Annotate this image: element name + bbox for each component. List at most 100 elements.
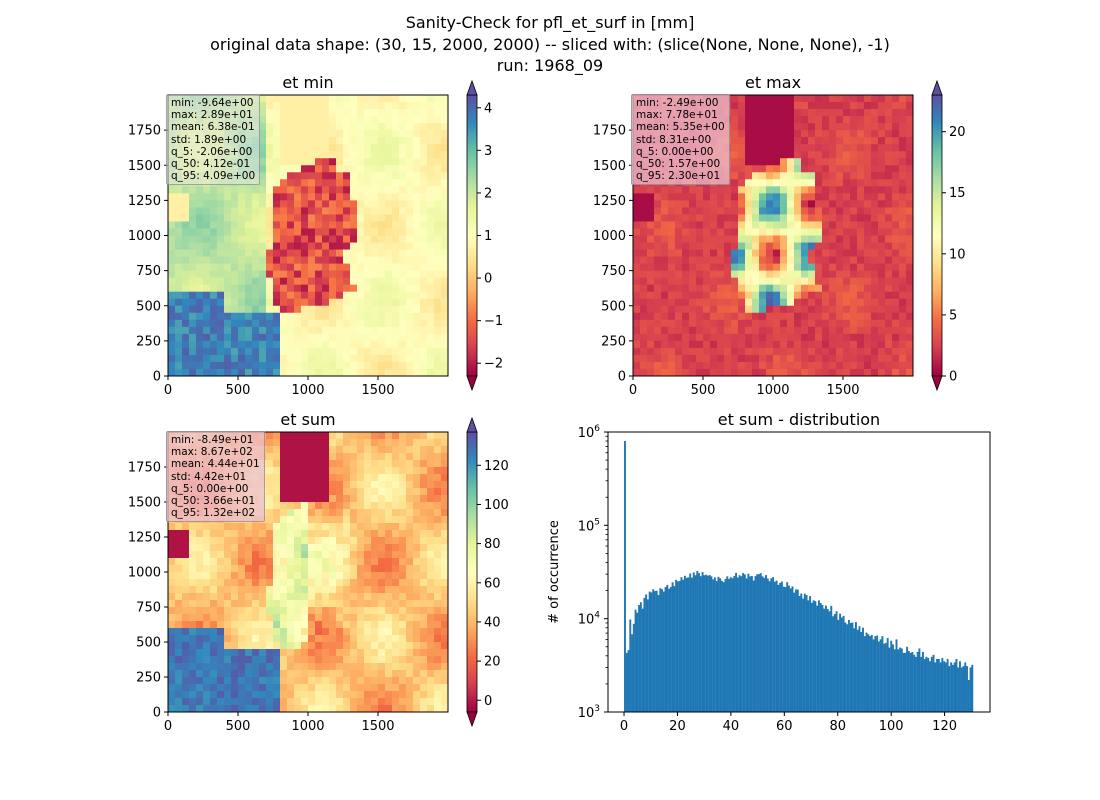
heatmap-cell <box>654 312 662 321</box>
heatmap-cell <box>406 102 414 110</box>
heatmap-cell <box>441 116 449 124</box>
heatmap-cell <box>850 116 858 124</box>
heatmap-cell <box>710 312 718 321</box>
heatmap-cell <box>668 256 676 265</box>
heatmap-cell <box>280 439 288 447</box>
heatmap-cell <box>899 186 907 194</box>
heatmap-cell <box>822 228 830 236</box>
heatmap-cell <box>273 242 281 250</box>
heatmap-cell <box>182 298 190 307</box>
heatmap-cell <box>196 214 204 222</box>
heatmap-cell <box>357 453 365 461</box>
heatmap-cell <box>294 509 302 517</box>
heatmap-cell <box>752 368 760 377</box>
heatmap-cell <box>280 621 288 629</box>
heatmap-cell <box>175 368 183 377</box>
heatmap-cell <box>906 228 914 236</box>
heatmap-cell <box>441 193 449 201</box>
heatmap-cell <box>301 474 309 482</box>
heatmap-cell <box>175 537 183 545</box>
heatmap-cell <box>203 698 211 706</box>
heatmap-cell <box>287 361 295 370</box>
heatmap-cell <box>427 298 435 307</box>
heatmap-cell <box>766 214 774 222</box>
heatmap-cell <box>238 221 246 229</box>
heatmap-cell <box>434 214 442 222</box>
heatmap-cell <box>371 698 379 706</box>
heatmap-cell <box>441 705 449 713</box>
heatmap-cell <box>836 347 844 356</box>
heatmap-cell <box>252 530 260 538</box>
heatmap-cell <box>392 670 400 678</box>
heatmap-cell <box>759 354 767 363</box>
heatmap-cell <box>703 228 711 236</box>
heatmap-cell <box>717 291 725 300</box>
heatmap-cell <box>364 333 372 342</box>
heatmap-cell <box>371 242 379 250</box>
heatmap-cell <box>829 123 837 131</box>
heatmap-cell <box>420 102 428 110</box>
heatmap-cell <box>420 193 428 201</box>
heatmap-cell <box>675 298 683 307</box>
heatmap-cell <box>759 305 767 314</box>
heatmap-cell <box>434 102 442 110</box>
heatmap-cell <box>703 333 711 342</box>
heatmap-cell <box>336 558 344 566</box>
heatmap-cell <box>892 200 900 208</box>
heatmap-cell <box>168 193 176 201</box>
heatmap-cell <box>371 488 379 496</box>
heatmap-cell <box>682 368 690 377</box>
heatmap-cell <box>308 102 316 110</box>
heatmap-cell <box>217 705 225 713</box>
heatmap-cell <box>196 235 204 243</box>
heatmap-cell <box>724 221 732 229</box>
heatmap-cell <box>427 593 435 601</box>
heatmap-cell <box>682 221 690 229</box>
heatmap-cell <box>259 221 267 229</box>
heatmap-cell <box>273 368 281 377</box>
heatmap-cell <box>731 207 739 215</box>
heatmap-cell <box>801 305 809 314</box>
heatmap-cell <box>364 312 372 321</box>
heatmap-cell <box>280 326 288 335</box>
heatmap-cell <box>406 221 414 229</box>
x-tick-label: 1000 <box>291 383 324 398</box>
heatmap-cell <box>385 179 393 187</box>
heatmap-cell <box>647 340 655 349</box>
heatmap-cell <box>280 642 288 650</box>
heatmap-cell <box>280 95 288 103</box>
heatmap-cell <box>252 207 260 215</box>
colorbar-tick-label: 20 <box>949 125 966 140</box>
heatmap-cell <box>189 312 197 321</box>
heatmap-cell <box>238 291 246 300</box>
heatmap-cell <box>406 593 414 601</box>
heatmap-cell <box>252 291 260 300</box>
heatmap-cell <box>892 340 900 349</box>
heatmap-cell <box>836 144 844 152</box>
heatmap-cell <box>689 298 697 307</box>
heatmap-cell <box>392 705 400 713</box>
heatmap-cell <box>738 116 746 124</box>
heatmap-cell <box>885 109 893 117</box>
heatmap-cell <box>850 298 858 307</box>
heatmap-cell <box>329 502 337 510</box>
heatmap-cell <box>399 277 407 286</box>
heatmap-cell <box>766 102 774 110</box>
heatmap-cell <box>899 312 907 321</box>
heatmap-cell <box>773 319 781 328</box>
heatmap-cell <box>329 705 337 713</box>
heatmap-cell <box>773 249 781 257</box>
heatmap-cell <box>441 165 449 173</box>
heatmap-cell <box>294 705 302 713</box>
heatmap-cell <box>371 551 379 559</box>
heatmap-cell <box>406 151 414 159</box>
heatmap-cell <box>808 347 816 356</box>
heatmap-cell <box>210 326 218 335</box>
heatmap-cell <box>308 621 316 629</box>
heatmap-cell <box>203 586 211 594</box>
heatmap-cell <box>189 621 197 629</box>
heatmap-cell <box>175 558 183 566</box>
heatmap-cell <box>280 579 288 587</box>
heatmap-cell <box>252 326 260 335</box>
heatmap-cell <box>892 242 900 250</box>
